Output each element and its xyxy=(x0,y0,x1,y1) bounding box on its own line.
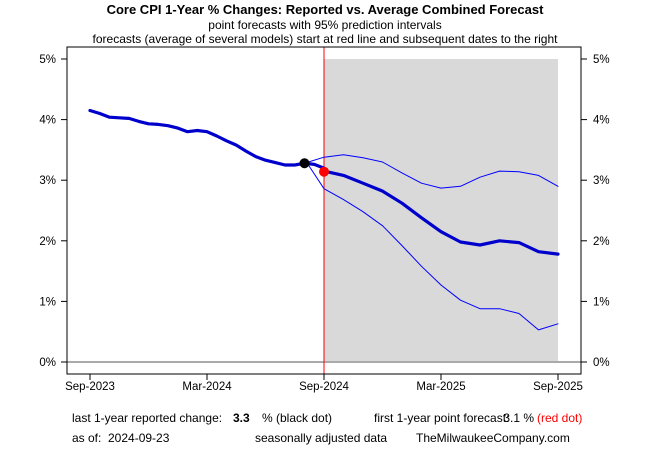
y-tick-label-left: 3% xyxy=(39,175,56,187)
marker-first-forecast xyxy=(319,166,329,177)
y-tick-label-right: 2% xyxy=(593,236,610,248)
y-tick-label-left: 0% xyxy=(39,357,56,369)
y-tick-label-left: 4% xyxy=(39,115,56,127)
x-tick-label: Sep-2023 xyxy=(65,381,115,393)
x-axis: Sep-2023 Mar-2024 Sep-2024 Mar-2025 Sep-2025 xyxy=(65,374,583,393)
footer-forecast-suffix: (red dot) xyxy=(537,411,582,425)
footer-forecast-label: first 1-year point forecast: xyxy=(374,411,509,425)
y-tick-label-right: 5% xyxy=(593,54,610,66)
marker-last-reported xyxy=(299,158,310,169)
footer-reported-label: last 1-year reported change: xyxy=(72,411,222,425)
footer-reported-suffix: % (black dot) xyxy=(262,411,332,425)
y-axis-right: 0% 1% 2% 3% 4% 5% xyxy=(581,54,610,369)
forecast-shade-rect xyxy=(324,59,558,362)
footer-forecast-value: 3.1 % xyxy=(503,411,534,425)
series-line-reported xyxy=(88,108,326,170)
y-tick-label-right: 4% xyxy=(593,115,610,127)
footer-asof-value: 2024-09-23 xyxy=(108,431,170,445)
x-tick-label: Mar-2025 xyxy=(416,381,465,393)
footer-note: seasonally adjusted data xyxy=(255,431,387,445)
series-layer xyxy=(88,108,560,331)
footer-source: TheMilwaukeeCompany.com xyxy=(416,431,570,445)
x-tick-label: Sep-2025 xyxy=(533,381,583,393)
series-line-lower-95-interval xyxy=(307,164,559,331)
forecast-shaded-region xyxy=(67,47,581,374)
y-axis-left: 0% 1% 2% 3% 4% 5% xyxy=(39,54,67,369)
series-line-upper-95-interval xyxy=(307,154,559,189)
y-tick-label-left: 2% xyxy=(39,236,56,248)
chart-subtitle-2: forecasts (average of several models) st… xyxy=(93,32,559,46)
y-tick-label-right: 3% xyxy=(593,175,610,187)
y-tick-label-right: 0% xyxy=(593,357,610,369)
footer-asof-label: as of: xyxy=(72,431,101,445)
series-line-average-forecast xyxy=(322,169,560,256)
x-tick-label: Sep-2024 xyxy=(299,381,349,393)
y-tick-label-left: 5% xyxy=(39,54,56,66)
chart-subtitle-1: point forecasts with 95% prediction inte… xyxy=(208,18,441,32)
y-tick-label-right: 1% xyxy=(593,296,610,308)
footer-reported-value: 3.3 xyxy=(233,411,250,425)
y-tick-label-left: 1% xyxy=(39,296,56,308)
marker-layer xyxy=(299,158,329,177)
chart-title: Core CPI 1-Year % Changes: Reported vs. … xyxy=(107,2,545,17)
x-tick-label: Mar-2024 xyxy=(182,381,232,393)
